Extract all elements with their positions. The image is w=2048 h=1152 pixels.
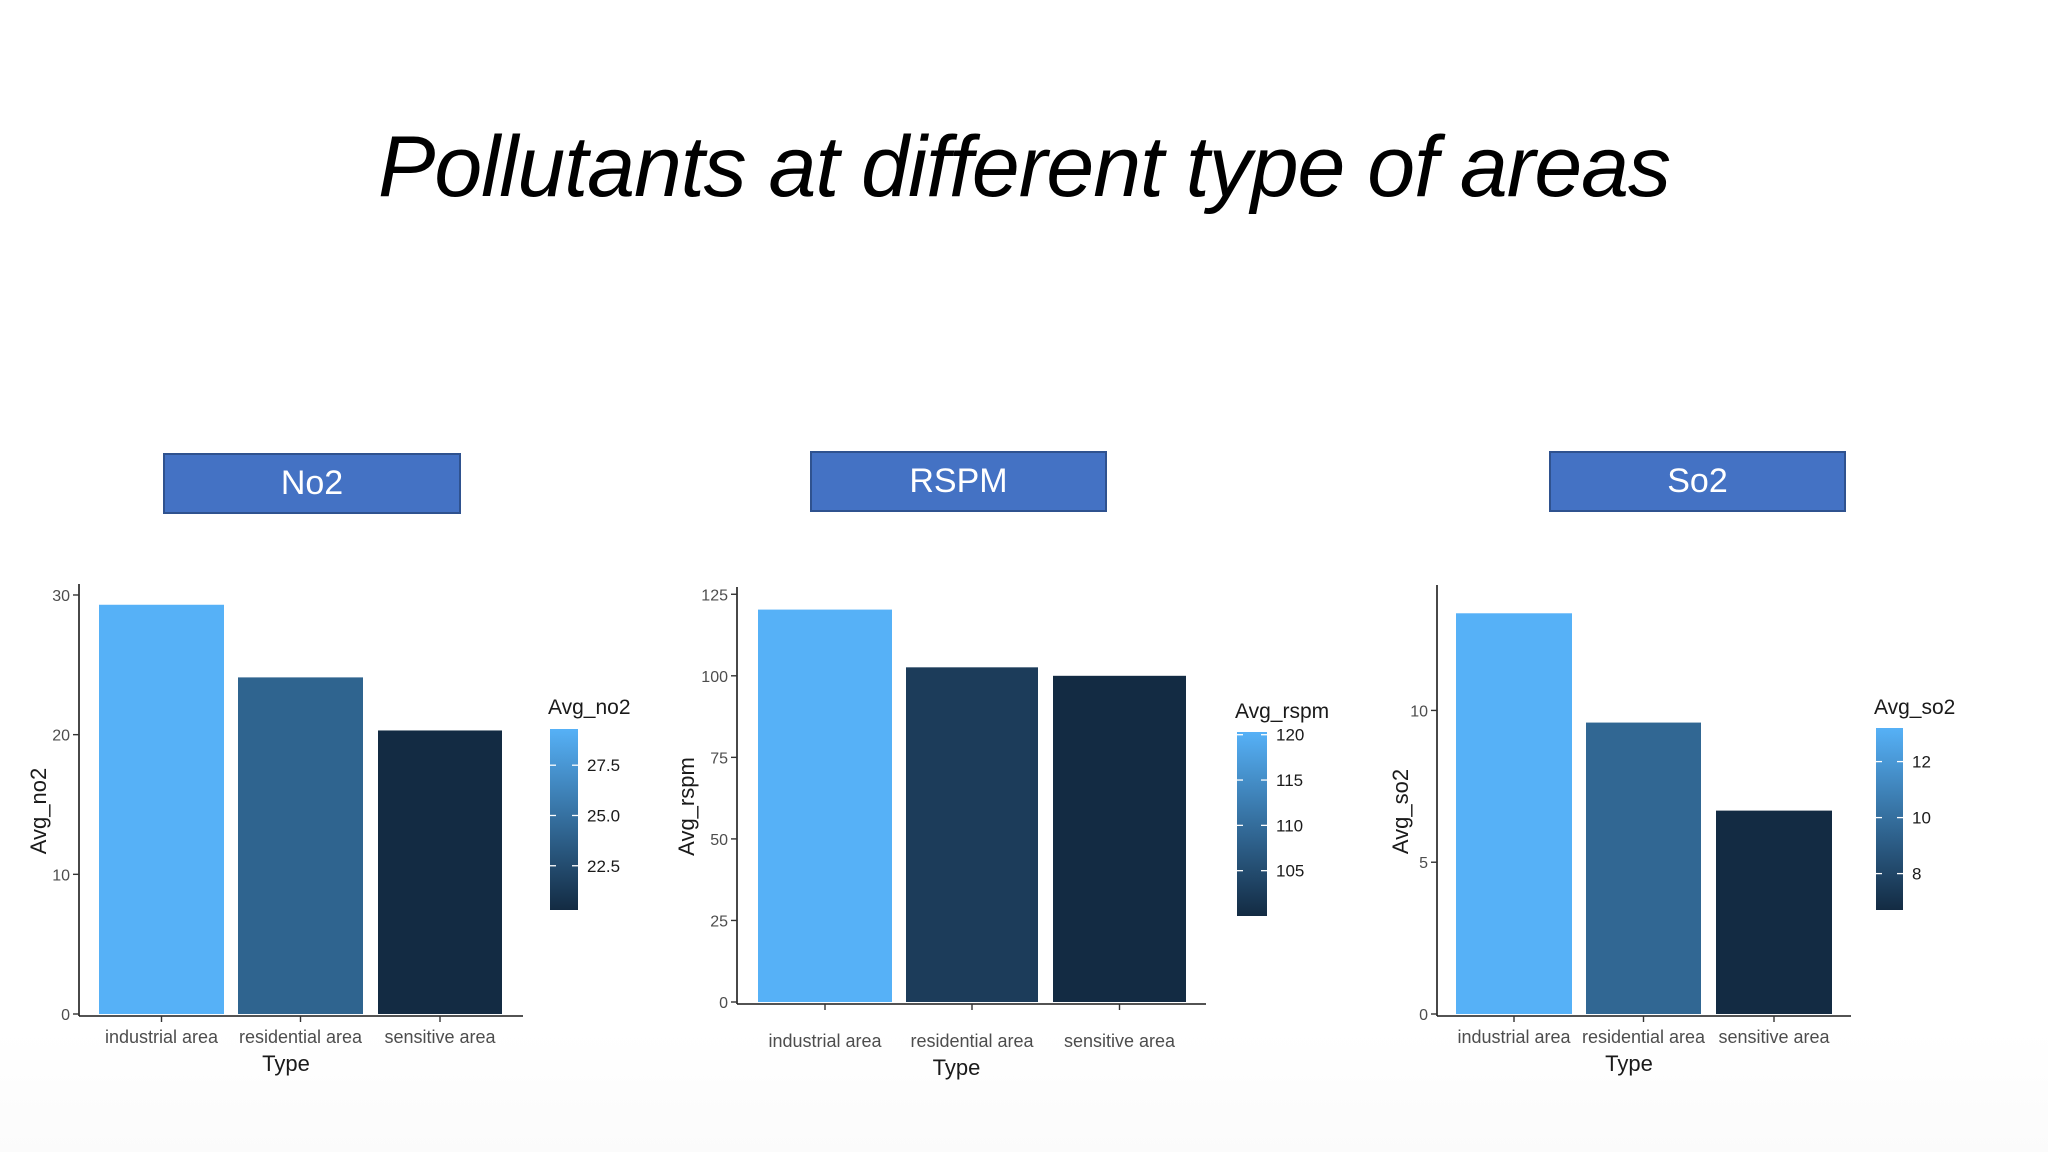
- y-tick-label: 10: [1410, 703, 1428, 720]
- legend-label: 115: [1276, 771, 1303, 790]
- bar: [758, 609, 892, 1002]
- bar: [906, 667, 1038, 1002]
- legend-label: 8: [1912, 865, 1921, 884]
- y-tick-label: 5: [1419, 855, 1428, 872]
- x-axis-title: Type: [262, 1051, 310, 1076]
- legend-label: 12: [1912, 753, 1931, 772]
- legend-label: 105: [1276, 862, 1304, 881]
- x-tick-label: industrial area: [1457, 1027, 1571, 1047]
- legend-title: Avg_rspm: [1235, 700, 1329, 723]
- x-tick-label: sensitive area: [1718, 1027, 1830, 1047]
- panel-label-rspm: RSPM: [810, 451, 1107, 512]
- legend-colorbar: [1876, 728, 1903, 910]
- y-tick-label: 125: [701, 587, 728, 604]
- bar: [1456, 613, 1572, 1014]
- legend-colorbar: [1237, 732, 1267, 916]
- y-tick-label: 50: [710, 832, 728, 849]
- x-tick-label: sensitive area: [384, 1027, 496, 1047]
- panel-label-no2: No2: [163, 453, 461, 514]
- y-tick-label: 30: [52, 588, 70, 605]
- x-axis-title: Type: [1605, 1051, 1653, 1076]
- legend-title: Avg_no2: [548, 696, 631, 719]
- legend-label: 10: [1912, 809, 1931, 828]
- bar: [378, 730, 502, 1014]
- y-axis-title: Avg_so2: [1388, 769, 1413, 854]
- y-tick-label: 25: [710, 913, 728, 930]
- x-tick-label: industrial area: [768, 1031, 882, 1051]
- panel-label-so2: So2: [1549, 451, 1846, 512]
- legend-colorbar: [550, 729, 578, 910]
- slide-title: Pollutants at different type of areas: [377, 119, 1671, 215]
- y-tick-label: 20: [52, 728, 70, 745]
- chart-so2: 0 5 10 industrial area residential area sensi…: [1388, 585, 1955, 1076]
- bar: [99, 604, 224, 1014]
- x-tick-label: residential area: [910, 1031, 1034, 1051]
- legend-label: 27.5: [587, 756, 620, 775]
- legend-label: 120: [1276, 726, 1304, 745]
- y-tick-label: 100: [701, 669, 728, 686]
- chart-rspm: 0 25 50 75 100 125 industrial area residential …: [674, 587, 1329, 1080]
- legend-label: 25.0: [587, 806, 620, 825]
- background-shade: [0, 1030, 2048, 1152]
- bar: [1716, 810, 1832, 1014]
- y-tick-label: 0: [1419, 1007, 1428, 1024]
- y-axis-title: Avg_rspm: [674, 757, 699, 856]
- x-tick-label: residential area: [1582, 1027, 1706, 1047]
- x-tick-label: industrial area: [105, 1027, 219, 1047]
- legend-label: 110: [1276, 816, 1303, 835]
- x-axis-title: Type: [933, 1055, 981, 1080]
- x-tick-label: sensitive area: [1064, 1031, 1176, 1051]
- y-axis-title: Avg_no2: [26, 768, 51, 854]
- x-tick-label: residential area: [239, 1027, 363, 1047]
- y-tick-label: 75: [710, 750, 728, 767]
- y-tick-label: 0: [61, 1007, 70, 1024]
- y-tick-label: 10: [52, 867, 70, 884]
- bar: [1053, 675, 1186, 1002]
- y-tick-label: 0: [719, 995, 728, 1012]
- bar: [238, 677, 363, 1014]
- chart-no2: 0 10 20 30 industrial area residential area se…: [26, 584, 631, 1076]
- bar: [1586, 722, 1701, 1014]
- legend-title: Avg_so2: [1874, 696, 1955, 719]
- legend-label: 22.5: [587, 857, 620, 876]
